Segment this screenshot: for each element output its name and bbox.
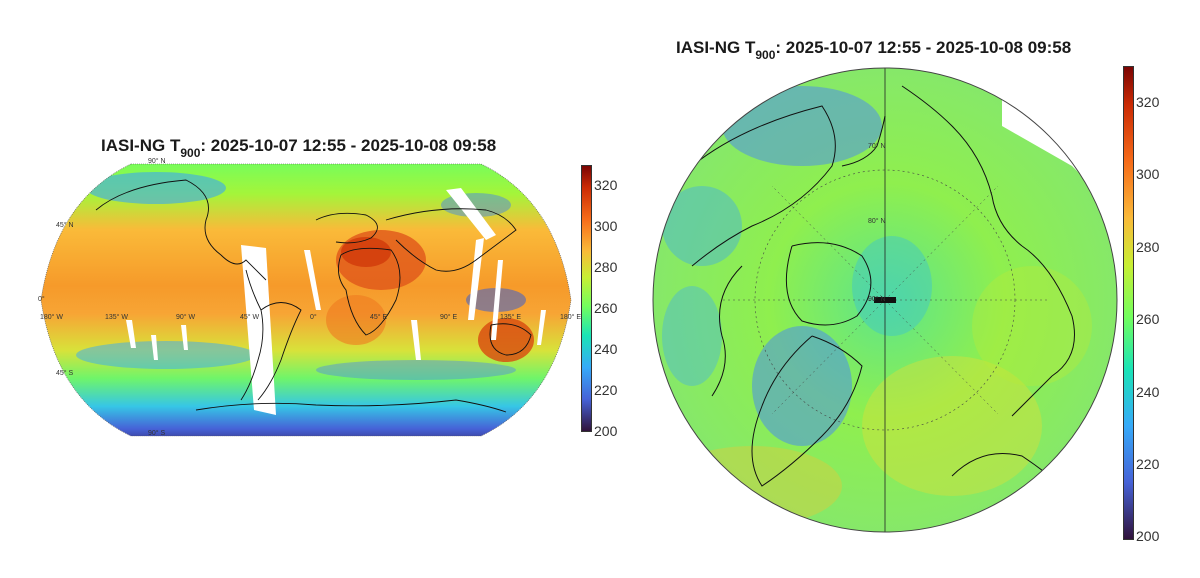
polar-stereographic-map <box>652 67 1118 533</box>
lat-label-70n: 70° N <box>868 143 886 150</box>
lat-label-90n-polar: 90° N <box>868 296 886 303</box>
cbar-tick-280: 280 <box>594 259 618 275</box>
lon-label-45e: 45° E <box>370 314 388 321</box>
lat-label-45n: 45° N <box>56 222 74 229</box>
robinson-map <box>40 163 572 437</box>
cbar-tick-220: 220 <box>1136 456 1160 472</box>
lat-label-0: 0° <box>38 296 45 303</box>
polar-map-colorbar <box>1123 66 1134 540</box>
cbar-tick-200: 200 <box>594 423 618 439</box>
lat-label-45s: 45° S <box>56 370 74 377</box>
cbar-tick-220: 220 <box>594 382 618 398</box>
lon-label-180w: 180° W <box>40 314 64 321</box>
cbar-tick-300: 300 <box>594 218 618 234</box>
lon-label-0: 0° <box>310 314 317 321</box>
cbar-tick-320: 320 <box>594 177 618 193</box>
title-suffix: : 2025-10-07 12:55 - 2025-10-08 09:58 <box>200 136 497 155</box>
global-colorbar-ticks: 320 300 280 260 240 220 200 <box>594 165 634 439</box>
title-subscript: 900 <box>180 146 201 160</box>
cbar-tick-260: 260 <box>1136 311 1160 327</box>
lon-label-135w: 135° W <box>105 314 129 321</box>
title-subscript: 900 <box>755 48 776 62</box>
title-prefix: IASI-NG T <box>101 136 181 155</box>
lon-label-135e: 135° E <box>500 314 522 321</box>
lat-label-80n: 80° N <box>868 218 886 225</box>
polar-map-panel: IASI-NG T900: 2025-10-07 12:55 - 2025-10… <box>600 0 1200 578</box>
lon-label-45w: 45° W <box>240 314 260 321</box>
lon-label-90w: 90° W <box>176 314 196 321</box>
cbar-tick-320: 320 <box>1136 94 1160 110</box>
global-map-colorbar <box>581 165 592 432</box>
lon-label-180e: 180° E <box>560 314 582 321</box>
global-map-panel: IASI-NG T900: 2025-10-07 12:55 - 2025-10… <box>38 136 617 439</box>
polar-colorbar-ticks: 320 300 280 260 240 220 200 <box>1136 66 1176 544</box>
lon-label-90e: 90° E <box>440 314 458 321</box>
lat-label-90s: 90° S <box>148 430 166 437</box>
cbar-tick-240: 240 <box>594 341 618 357</box>
cbar-tick-280: 280 <box>1136 239 1160 255</box>
cbar-tick-300: 300 <box>1136 166 1160 182</box>
title-suffix: : 2025-10-07 12:55 - 2025-10-08 09:58 <box>775 38 1072 57</box>
cbar-tick-240: 240 <box>1136 384 1160 400</box>
lat-label-90n: 90° N <box>148 158 166 165</box>
global-map-title: IASI-NG T900: 2025-10-07 12:55 - 2025-10… <box>101 136 496 160</box>
title-prefix: IASI-NG T <box>676 38 756 57</box>
cbar-tick-260: 260 <box>594 300 618 316</box>
cbar-tick-200: 200 <box>1136 528 1160 544</box>
polar-map-title: IASI-NG T900: 2025-10-07 12:55 - 2025-10… <box>676 38 1071 62</box>
